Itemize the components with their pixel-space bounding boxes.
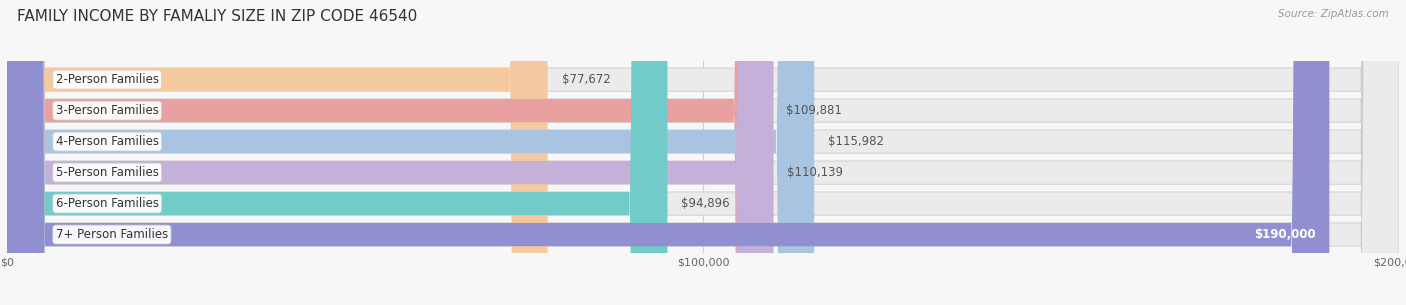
FancyBboxPatch shape <box>7 0 1330 305</box>
Text: $94,896: $94,896 <box>682 197 730 210</box>
FancyBboxPatch shape <box>7 0 772 305</box>
FancyBboxPatch shape <box>7 0 668 305</box>
FancyBboxPatch shape <box>7 0 1399 305</box>
Text: $190,000: $190,000 <box>1254 228 1316 241</box>
FancyBboxPatch shape <box>7 0 1399 305</box>
FancyBboxPatch shape <box>7 0 814 305</box>
Text: 4-Person Families: 4-Person Families <box>56 135 159 148</box>
Text: 3-Person Families: 3-Person Families <box>56 104 159 117</box>
FancyBboxPatch shape <box>7 0 1399 305</box>
Text: FAMILY INCOME BY FAMALIY SIZE IN ZIP CODE 46540: FAMILY INCOME BY FAMALIY SIZE IN ZIP COD… <box>17 9 418 24</box>
Text: 7+ Person Families: 7+ Person Families <box>56 228 167 241</box>
Text: $115,982: $115,982 <box>828 135 884 148</box>
FancyBboxPatch shape <box>7 0 1399 305</box>
Text: $77,672: $77,672 <box>561 73 610 86</box>
Text: Source: ZipAtlas.com: Source: ZipAtlas.com <box>1278 9 1389 19</box>
Text: 6-Person Families: 6-Person Families <box>56 197 159 210</box>
FancyBboxPatch shape <box>7 0 1399 305</box>
Text: $110,139: $110,139 <box>787 166 844 179</box>
Text: 2-Person Families: 2-Person Families <box>56 73 159 86</box>
FancyBboxPatch shape <box>7 0 547 305</box>
Text: 5-Person Families: 5-Person Families <box>56 166 159 179</box>
FancyBboxPatch shape <box>7 0 773 305</box>
FancyBboxPatch shape <box>7 0 1399 305</box>
Text: $109,881: $109,881 <box>786 104 842 117</box>
